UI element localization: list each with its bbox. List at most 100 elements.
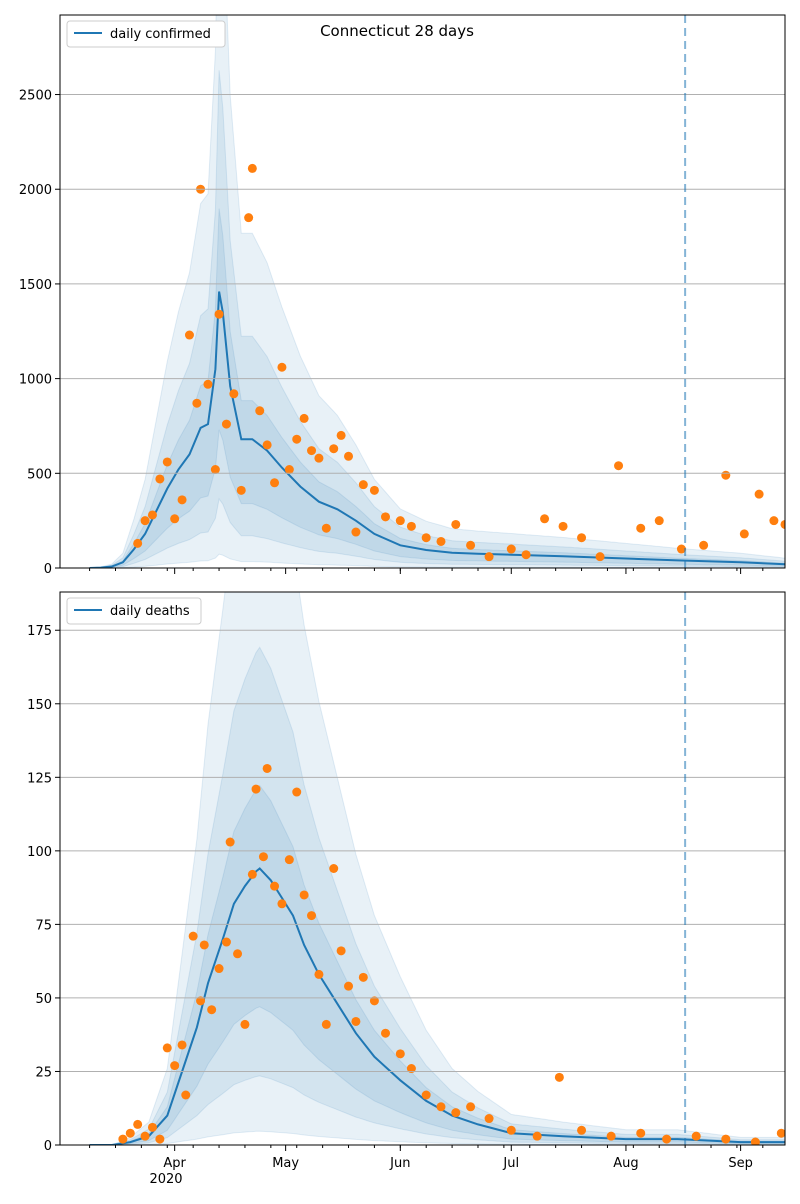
x-year-label: 2020 xyxy=(149,1172,182,1187)
data-point xyxy=(155,1134,165,1144)
plot-area-0 xyxy=(60,15,785,568)
data-point xyxy=(233,949,243,959)
data-point xyxy=(344,981,354,991)
data-point xyxy=(466,540,476,550)
data-point xyxy=(351,527,361,537)
axes-frame xyxy=(59,14,786,569)
data-point xyxy=(358,972,368,982)
data-point xyxy=(221,419,231,429)
data-point xyxy=(299,413,309,423)
data-point xyxy=(207,1005,217,1015)
data-point xyxy=(769,516,779,526)
data-point xyxy=(162,1043,172,1053)
data-point xyxy=(170,1061,180,1071)
data-point xyxy=(292,434,302,444)
data-point xyxy=(162,457,172,467)
data-point xyxy=(147,510,157,520)
y-tick-label: 2000 xyxy=(19,183,52,198)
chart-title: Connecticut 28 days xyxy=(320,22,474,40)
data-point xyxy=(184,330,194,340)
data-point xyxy=(214,964,224,974)
plot-area-1 xyxy=(60,592,785,1145)
data-point xyxy=(451,519,461,529)
data-point xyxy=(270,881,280,891)
legend-deaths: daily deaths xyxy=(66,597,202,625)
data-point xyxy=(229,389,239,399)
data-point xyxy=(636,1128,646,1138)
data-point xyxy=(210,465,220,475)
data-point xyxy=(484,552,494,562)
data-point xyxy=(196,996,206,1006)
data-point xyxy=(540,514,550,524)
data-point xyxy=(506,544,516,554)
data-point xyxy=(421,533,431,543)
data-point xyxy=(244,213,254,223)
data-point xyxy=(214,309,224,319)
x-tick-label: Jun xyxy=(389,1156,410,1171)
x-tick-label: Jul xyxy=(502,1156,519,1171)
y-tick-label: 500 xyxy=(27,467,52,482)
data-point xyxy=(336,946,346,956)
data-point xyxy=(739,529,749,539)
y-tick-label: 0 xyxy=(44,562,52,577)
uncertainty-band xyxy=(60,646,785,1145)
data-point xyxy=(750,1137,760,1145)
data-point xyxy=(292,787,302,797)
y-tick-label: 2500 xyxy=(19,89,52,104)
data-point xyxy=(321,523,331,533)
data-point xyxy=(240,1019,250,1029)
data-point xyxy=(170,514,180,524)
data-point xyxy=(421,1090,431,1100)
data-point xyxy=(395,1049,405,1059)
data-point xyxy=(221,937,231,947)
y-tick-label: 125 xyxy=(27,771,52,786)
data-point xyxy=(262,763,272,773)
uncertainty-band xyxy=(60,208,785,568)
data-point xyxy=(451,1108,461,1118)
y-tick-label: 0 xyxy=(44,1139,52,1154)
data-point xyxy=(277,899,287,909)
data-point xyxy=(258,852,268,862)
uncertainty-band xyxy=(60,70,785,568)
data-point xyxy=(247,869,257,879)
data-point xyxy=(329,864,339,873)
data-point xyxy=(188,931,198,941)
data-point xyxy=(754,489,764,499)
data-point xyxy=(351,1016,361,1026)
data-point xyxy=(270,478,280,488)
data-point xyxy=(381,1028,391,1038)
data-point xyxy=(662,1134,672,1144)
data-point xyxy=(307,446,317,456)
y-tick-label: 75 xyxy=(35,918,52,933)
data-point xyxy=(225,837,235,847)
data-point xyxy=(147,1122,157,1132)
data-point xyxy=(314,453,324,463)
data-point xyxy=(369,485,379,495)
data-point xyxy=(369,996,379,1006)
x-tick-label: May xyxy=(272,1156,299,1171)
data-point xyxy=(181,1090,191,1100)
data-point xyxy=(177,495,187,505)
y-tick-label: 100 xyxy=(27,845,52,860)
data-point xyxy=(636,523,646,533)
uncertainty-band xyxy=(60,784,785,1145)
data-point xyxy=(344,451,354,461)
data-point xyxy=(255,406,265,416)
data-point xyxy=(203,379,213,389)
data-point xyxy=(125,1128,135,1138)
data-point xyxy=(251,784,261,794)
uncertainty-band xyxy=(60,592,785,1145)
data-point xyxy=(307,911,317,921)
legend-confirmed: daily confirmed xyxy=(66,20,226,48)
data-point xyxy=(284,465,294,475)
data-point xyxy=(654,516,664,526)
data-point xyxy=(721,1134,731,1144)
data-point xyxy=(521,550,531,560)
x-tick-label: Apr xyxy=(163,1156,186,1171)
data-point xyxy=(192,398,202,408)
data-point xyxy=(329,444,339,454)
x-tick-label: Sep xyxy=(728,1156,753,1171)
data-point xyxy=(506,1125,516,1135)
y-tick-label: 150 xyxy=(27,698,52,713)
